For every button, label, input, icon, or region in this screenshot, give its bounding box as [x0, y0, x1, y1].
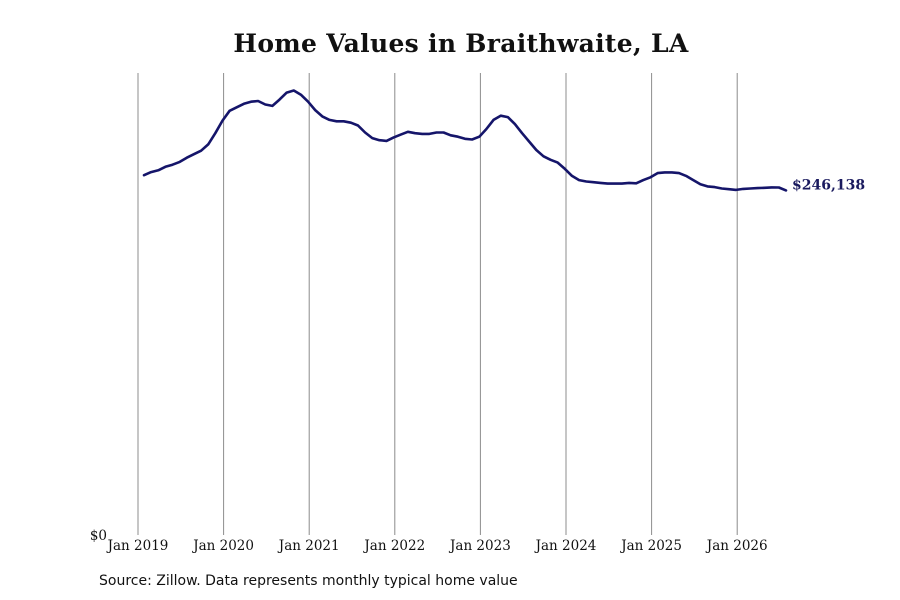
- x-tick-label: Jan 2023: [448, 538, 511, 554]
- x-tick-label: Jan 2022: [362, 538, 425, 554]
- chart-title: Home Values in Braithwaite, LA: [233, 29, 688, 58]
- x-tick-label: Jan 2025: [619, 538, 682, 554]
- x-tick-label: Jan 2024: [534, 538, 597, 554]
- y-tick-label-zero: $0: [90, 528, 107, 544]
- x-tick-label: Jan 2019: [106, 538, 169, 554]
- x-axis-tick-labels: Jan 2019 Jan 2020 Jan 2021 Jan 2022 Jan 2023…: [106, 538, 768, 554]
- x-tick-label: Jan 2020: [191, 538, 254, 554]
- vertical-gridlines: [137, 73, 738, 535]
- latest-value-label: $246,138: [792, 177, 865, 193]
- home-value-line: [142, 89, 788, 192]
- x-tick-label: Jan 2026: [705, 538, 768, 554]
- x-tick-label: Jan 2021: [277, 538, 340, 554]
- source-note: Source: Zillow. Data represents monthly …: [99, 573, 518, 589]
